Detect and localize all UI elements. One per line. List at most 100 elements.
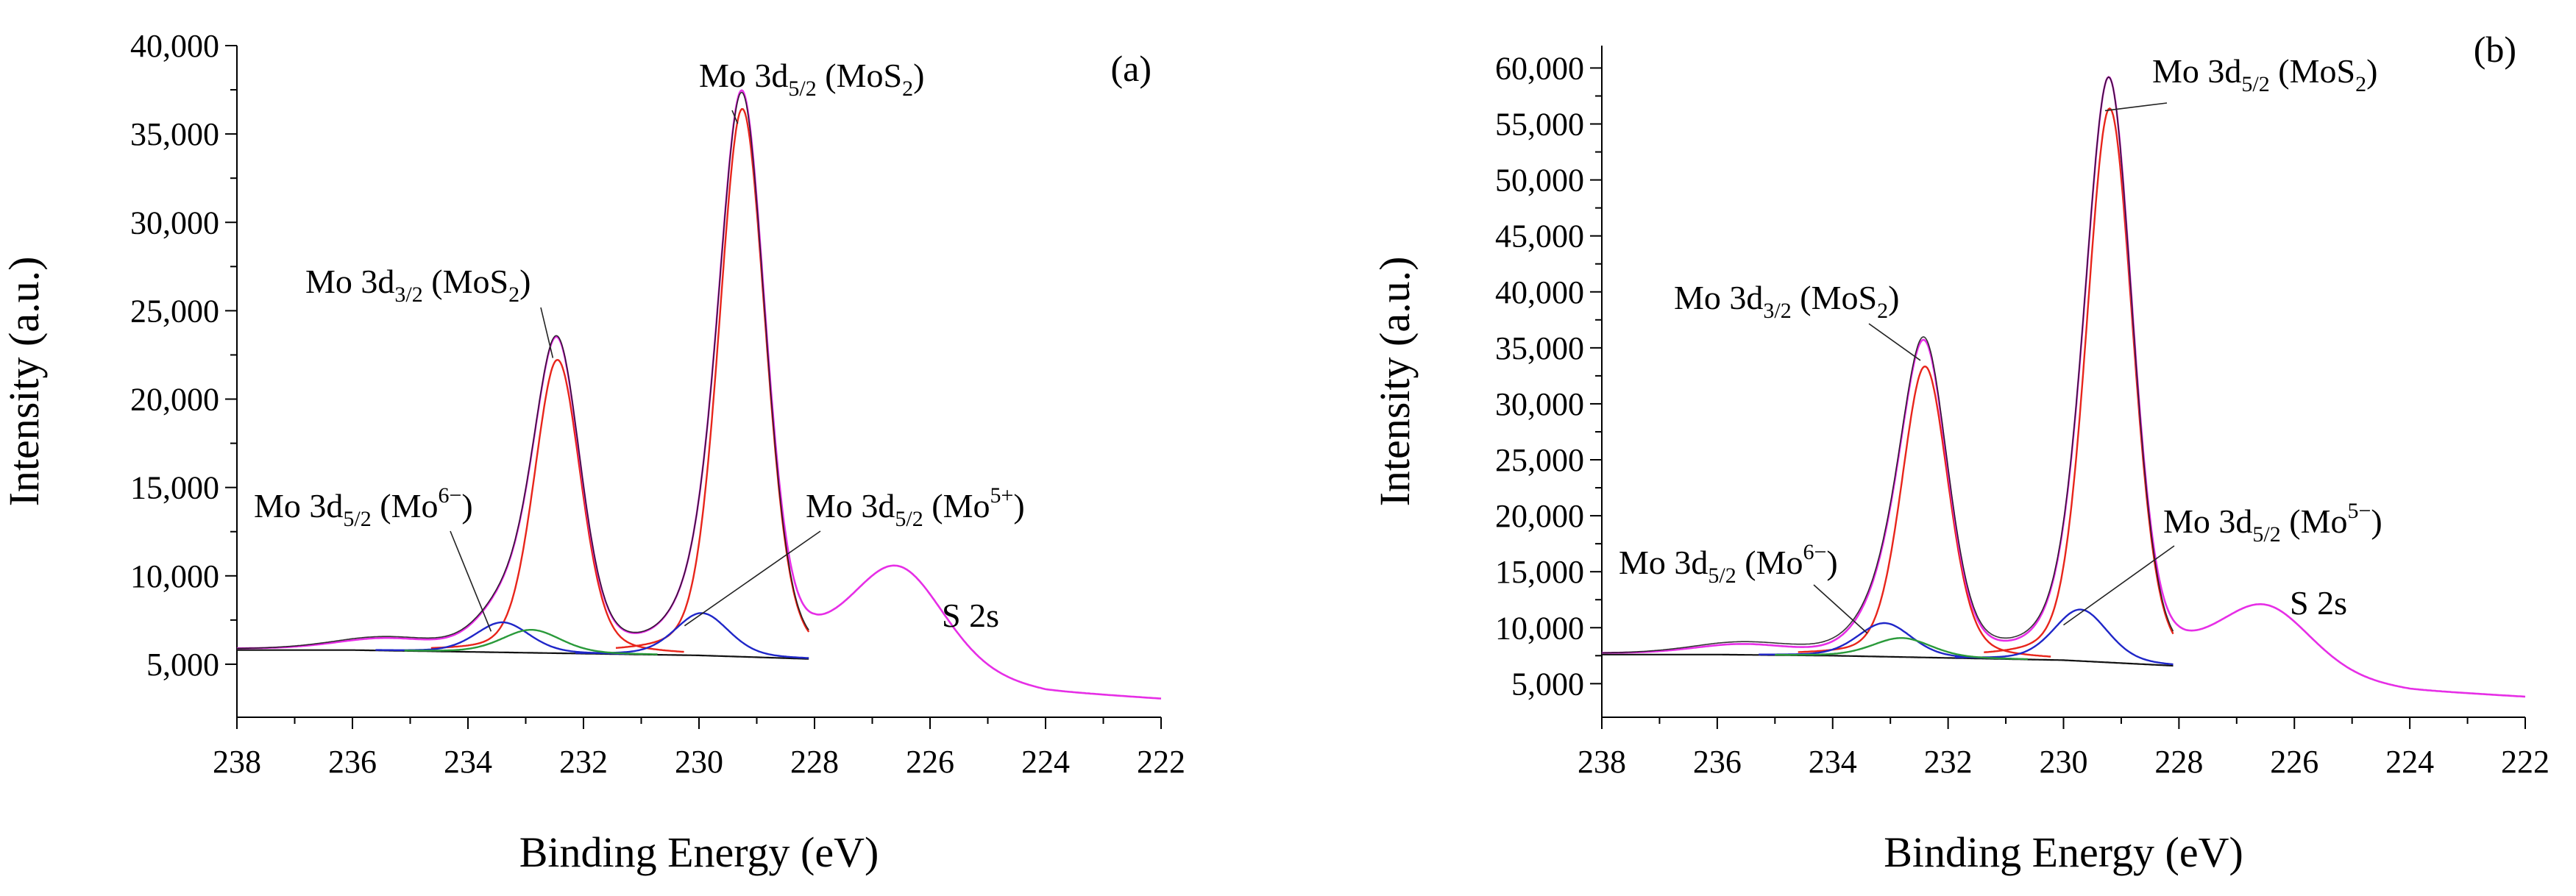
annotation-part: 5/2: [895, 507, 923, 531]
annotation-part: S 2s: [2290, 584, 2347, 622]
annotation-part: S 2s: [942, 597, 999, 634]
x-tick-label: 228: [790, 744, 839, 780]
y-axis-label: Intensity (a.u.): [0, 257, 48, 507]
annotation-a2: Mo 3d5/2 (MoS2): [699, 57, 924, 101]
y-tick-label: 35,000: [1495, 330, 1584, 366]
annotation-part: (MoS: [817, 57, 902, 94]
annotation-part: (MoS: [423, 263, 508, 300]
annotation-part: Mo 3d: [2152, 52, 2241, 90]
component-peak-mo-3d3-2-mo6-: [1775, 637, 2028, 661]
y-tick-label: 15,000: [130, 470, 219, 506]
annotation-part: (Mo: [372, 487, 439, 525]
x-tick-label: 226: [2270, 744, 2318, 780]
annotation-part: ): [519, 263, 531, 300]
annotation-part: 2: [2355, 72, 2366, 96]
annotation-part: 3/2: [1763, 299, 1791, 323]
y-tick-label: 25,000: [130, 293, 219, 329]
y-tick-label: 60,000: [1495, 50, 1584, 86]
x-tick-label: 230: [675, 744, 723, 780]
y-tick-label: 35,000: [130, 116, 219, 152]
x-axis-label: Binding Energy (eV): [1884, 828, 2243, 876]
annotation-b2: Mo 3d5/2 (MoS2): [2152, 52, 2377, 96]
annotation-part: 5/2: [2241, 72, 2269, 96]
annotation-part: 2: [902, 77, 913, 101]
component-peak-mo-3d3-2-mos2-: [430, 359, 684, 653]
annotation-part: 2: [508, 282, 519, 307]
annotation-part: 2: [1877, 299, 1888, 323]
component-peak-mo-3d3-2-mos2-: [1798, 365, 2051, 658]
x-tick-label: 224: [2385, 744, 2434, 780]
background-line: [237, 649, 809, 660]
annotation-leader-line: [2063, 545, 2175, 626]
annotation-leader-line: [540, 307, 554, 358]
panel-label: (a): [1111, 48, 1152, 89]
annotation-part: (MoS: [1792, 279, 1877, 316]
y-tick-label: 25,000: [1495, 442, 1584, 478]
annotation-part: 3/2: [394, 282, 422, 307]
x-tick-label: 222: [1137, 744, 1185, 780]
annotation-part: 5/2: [788, 77, 816, 101]
x-tick-label: 226: [906, 744, 954, 780]
y-tick-label: 20,000: [1495, 498, 1584, 534]
x-tick-label: 230: [2040, 744, 2088, 780]
fit-sum-curve: [1602, 76, 2174, 654]
annotation-part: 5/2: [2252, 522, 2280, 547]
x-tick-label: 236: [1693, 744, 1742, 780]
y-tick-label: 10,000: [1495, 610, 1584, 646]
annotation-part: ): [461, 487, 472, 525]
annotation-part: ): [2371, 502, 2382, 540]
annotation-part: 6−: [1803, 540, 1826, 564]
annotation-leader-line: [1813, 584, 1868, 634]
y-tick-label: 5,000: [1511, 666, 1584, 702]
annotation-b5: S 2s: [2290, 584, 2347, 622]
x-tick-label: 228: [2154, 744, 2203, 780]
x-tick-label: 236: [328, 744, 377, 780]
annotation-part: Mo 3d: [699, 57, 788, 94]
x-axis-label: Binding Energy (eV): [519, 828, 879, 876]
annotation-part: Mo 3d: [1674, 279, 1763, 316]
x-tick-label: 224: [1021, 744, 1070, 780]
annotation-b1: Mo 3d3/2 (MoS2): [1674, 279, 1899, 323]
annotation-a5: S 2s: [942, 597, 999, 634]
annotation-part: Mo 3d: [1619, 544, 1708, 581]
annotation-part: (Mo: [1736, 544, 1803, 581]
annotation-b4: Mo 3d5/2 (Mo5−): [2163, 499, 2382, 547]
annotation-part: ): [913, 57, 924, 94]
x-tick-label: 234: [444, 744, 492, 780]
annotation-part: 5+: [990, 483, 1013, 508]
x-tick-label: 232: [1924, 744, 1973, 780]
panel-b-chart: 238 236 234 232 230 228 226 224 2225,00010,00015…: [1371, 29, 2550, 876]
annotation-part: (Mo: [923, 487, 990, 525]
panel-label: (b): [2474, 29, 2516, 70]
x-tick-label: 238: [213, 744, 261, 780]
annotation-a3: Mo 3d5/2 (Mo6−): [254, 483, 473, 531]
annotation-leader-line: [2104, 102, 2168, 112]
annotation-leader-line: [684, 530, 821, 627]
annotation-leader-line: [1868, 323, 1921, 361]
x-tick-label: 232: [559, 744, 608, 780]
y-axis-label: Intensity (a.u.): [1371, 257, 1419, 507]
y-tick-label: 30,000: [1495, 386, 1584, 422]
y-tick-label: 40,000: [130, 28, 219, 64]
annotation-b3: Mo 3d5/2 (Mo6−): [1619, 540, 1838, 588]
annotation-part: ): [1888, 279, 1899, 316]
y-tick-label: 5,000: [146, 647, 219, 683]
annotation-a1: Mo 3d3/2 (MoS2): [305, 263, 531, 307]
annotation-a4: Mo 3d5/2 (Mo5+): [806, 483, 1025, 531]
y-tick-label: 10,000: [130, 558, 219, 594]
annotation-leader-line: [450, 530, 492, 632]
annotation-part: (MoS: [2270, 52, 2355, 90]
envelope-curve: [1602, 76, 2526, 698]
envelope-curve: [237, 89, 1162, 700]
annotation-part: ): [2366, 52, 2377, 90]
annotation-part: Mo 3d: [305, 263, 394, 300]
annotation-part: 5/2: [1708, 563, 1736, 588]
component-peak-mo-3d5-2-mo5-: [1955, 608, 2174, 666]
x-tick-label: 238: [1578, 744, 1626, 780]
annotation-part: 5−: [2347, 499, 2371, 523]
annotation-part: 6−: [438, 483, 461, 508]
annotation-part: ): [1013, 487, 1024, 525]
y-tick-label: 40,000: [1495, 274, 1584, 310]
y-tick-label: 55,000: [1495, 107, 1584, 143]
